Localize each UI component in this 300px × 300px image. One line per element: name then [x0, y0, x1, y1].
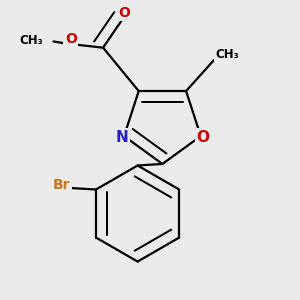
Text: O: O	[197, 130, 210, 145]
Text: CH₃: CH₃	[20, 34, 44, 47]
Text: O: O	[118, 6, 130, 20]
Text: CH₃: CH₃	[215, 48, 239, 61]
Text: Br: Br	[52, 178, 70, 193]
Text: N: N	[115, 130, 128, 145]
Text: O: O	[65, 32, 77, 46]
